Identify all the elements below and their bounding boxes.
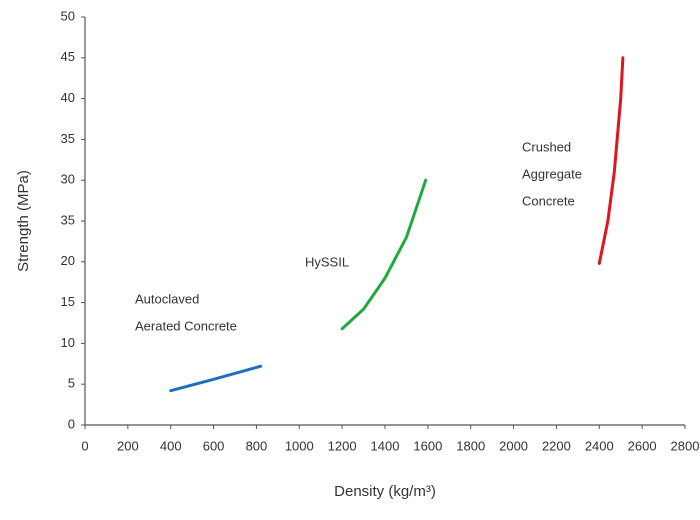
y-tick-label: 45: [61, 49, 75, 64]
y-tick-label: 15: [61, 294, 75, 309]
y-tick-label: 50: [61, 8, 75, 23]
x-tick-label: 1200: [328, 438, 357, 453]
y-tick-label: 35: [61, 131, 75, 146]
y-tick-label: 35: [61, 212, 75, 227]
annotation: Concrete: [522, 193, 575, 208]
x-tick-label: 400: [160, 438, 182, 453]
y-tick-label: 20: [61, 253, 75, 268]
x-tick-label: 1000: [285, 438, 314, 453]
x-axis-label: Density (kg/m³): [334, 483, 436, 500]
x-tick-label: 2400: [585, 438, 614, 453]
x-tick-label: 1800: [456, 438, 485, 453]
data-line: [597, 56, 625, 265]
y-tick-label: 30: [61, 172, 75, 187]
annotation: Aerated Concrete: [135, 318, 237, 333]
annotation: Crushed: [522, 139, 571, 154]
y-tick-label: 10: [61, 335, 75, 350]
annotation: Aggregate: [522, 166, 582, 181]
annotation: Autoclaved: [135, 291, 199, 306]
x-tick-label: 0: [81, 438, 88, 453]
y-tick-label: 40: [61, 90, 75, 105]
x-tick-label: 1400: [371, 438, 400, 453]
y-tick-label: 5: [68, 376, 75, 391]
y-axis-label: Strength (MPa): [15, 170, 32, 272]
x-tick-label: 2200: [542, 438, 571, 453]
data-line: [340, 178, 428, 331]
data-line: [169, 364, 263, 393]
x-tick-label: 800: [246, 438, 268, 453]
x-tick-label: 2600: [628, 438, 657, 453]
x-tick-label: 200: [117, 438, 139, 453]
x-tick-label: 1600: [413, 438, 442, 453]
annotation: HySSIL: [305, 254, 349, 269]
x-tick-label: 2800: [671, 438, 700, 453]
x-tick-label: 600: [203, 438, 225, 453]
x-tick-label: 2000: [499, 438, 528, 453]
y-tick-label: 0: [68, 416, 75, 431]
